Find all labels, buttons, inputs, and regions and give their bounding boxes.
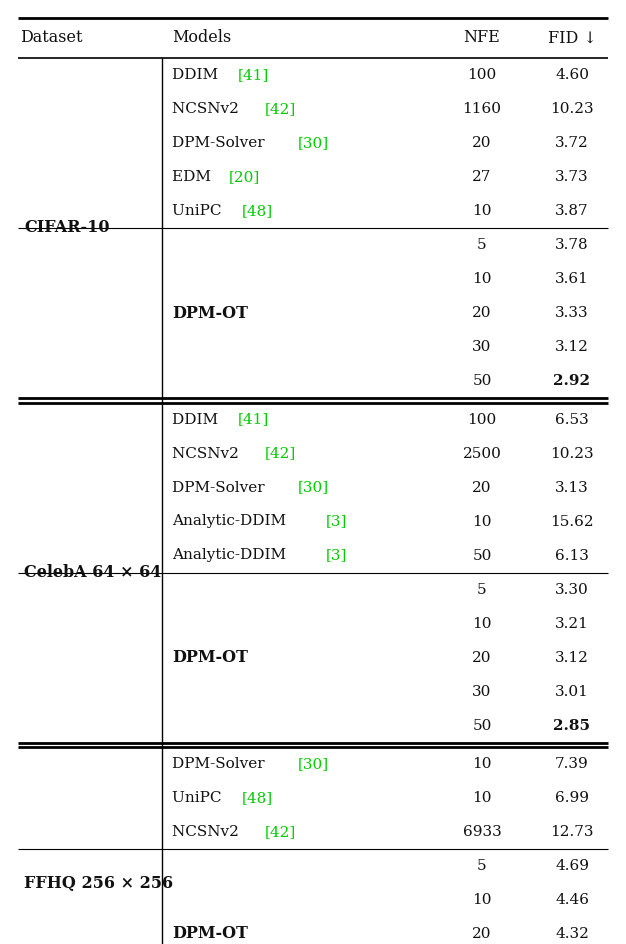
Text: 10: 10	[472, 757, 492, 771]
Text: 3.13: 3.13	[555, 480, 589, 495]
Text: 3.61: 3.61	[555, 272, 589, 286]
Text: 3.33: 3.33	[555, 306, 589, 320]
Text: 3.01: 3.01	[555, 684, 589, 699]
Text: [48]: [48]	[242, 204, 274, 218]
Text: 10.23: 10.23	[550, 102, 594, 116]
Text: 50: 50	[472, 718, 491, 733]
Text: [3]: [3]	[326, 548, 347, 563]
Text: 6933: 6933	[463, 825, 501, 839]
Text: 3.30: 3.30	[555, 582, 589, 597]
Text: [48]: [48]	[242, 791, 274, 805]
Text: 50: 50	[472, 548, 491, 563]
Text: [30]: [30]	[298, 480, 329, 495]
Text: 30: 30	[472, 684, 491, 699]
Text: 3.78: 3.78	[555, 238, 589, 252]
Text: 100: 100	[468, 413, 496, 427]
Text: 5: 5	[477, 582, 487, 597]
Text: FID ↓: FID ↓	[548, 29, 597, 46]
Text: 1160: 1160	[463, 102, 501, 116]
Text: 10.23: 10.23	[550, 447, 594, 461]
Text: [41]: [41]	[238, 413, 269, 427]
Text: Analytic-DDIM: Analytic-DDIM	[172, 514, 291, 529]
Text: 4.32: 4.32	[555, 927, 589, 941]
Text: 3.87: 3.87	[555, 204, 589, 218]
Text: Analytic-DDIM: Analytic-DDIM	[172, 548, 291, 563]
Text: NFE: NFE	[464, 29, 500, 46]
Text: DPM-OT: DPM-OT	[172, 649, 248, 666]
Text: DPM-Solver: DPM-Solver	[172, 480, 270, 495]
Text: [42]: [42]	[265, 102, 296, 116]
Text: DPM-OT: DPM-OT	[172, 305, 248, 322]
Text: [42]: [42]	[265, 447, 296, 461]
Text: [42]: [42]	[265, 825, 296, 839]
Text: 3.12: 3.12	[555, 340, 589, 354]
Text: 10: 10	[472, 791, 492, 805]
Text: CelebA 64 × 64: CelebA 64 × 64	[24, 564, 162, 581]
Text: FFHQ 256 × 256: FFHQ 256 × 256	[24, 874, 173, 891]
Text: DPM-Solver: DPM-Solver	[172, 136, 270, 150]
Text: NCSNv2: NCSNv2	[172, 447, 244, 461]
Text: 4.46: 4.46	[555, 893, 589, 907]
Text: 3.12: 3.12	[555, 650, 589, 665]
Text: 20: 20	[472, 927, 492, 941]
Text: 10: 10	[472, 616, 492, 631]
Text: NCSNv2: NCSNv2	[172, 825, 244, 839]
Text: 2.85: 2.85	[553, 718, 590, 733]
Text: Dataset: Dataset	[20, 29, 83, 46]
Text: UniPC: UniPC	[172, 204, 227, 218]
Text: 3.72: 3.72	[555, 136, 589, 150]
Text: 6.13: 6.13	[555, 548, 589, 563]
Text: Models: Models	[172, 29, 231, 46]
Text: 20: 20	[472, 136, 492, 150]
Text: 100: 100	[468, 68, 496, 82]
Text: EDM: EDM	[172, 170, 216, 184]
Text: [3]: [3]	[326, 514, 347, 529]
Text: 10: 10	[472, 204, 492, 218]
Text: [20]: [20]	[228, 170, 260, 184]
Text: 2500: 2500	[463, 447, 501, 461]
Text: 5: 5	[477, 859, 487, 873]
Text: 27: 27	[472, 170, 491, 184]
Text: 2.92: 2.92	[553, 374, 590, 388]
Text: [41]: [41]	[238, 68, 269, 82]
Text: 10: 10	[472, 893, 492, 907]
Text: 30: 30	[472, 340, 491, 354]
Text: 3.73: 3.73	[555, 170, 589, 184]
Text: DDIM: DDIM	[172, 413, 223, 427]
Text: UniPC: UniPC	[172, 791, 227, 805]
Text: 3.21: 3.21	[555, 616, 589, 631]
Text: 7.39: 7.39	[555, 757, 589, 771]
Text: CIFAR-10: CIFAR-10	[24, 220, 110, 237]
Text: [30]: [30]	[298, 757, 329, 771]
Text: 20: 20	[472, 306, 492, 320]
Text: 5: 5	[477, 238, 487, 252]
Text: DPM-Solver: DPM-Solver	[172, 757, 270, 771]
Text: NCSNv2: NCSNv2	[172, 102, 244, 116]
Text: 20: 20	[472, 480, 492, 495]
Text: 15.62: 15.62	[550, 514, 594, 529]
Text: [30]: [30]	[298, 136, 329, 150]
Text: 20: 20	[472, 650, 492, 665]
Text: 50: 50	[472, 374, 491, 388]
Text: DDIM: DDIM	[172, 68, 223, 82]
Text: 6.53: 6.53	[555, 413, 589, 427]
Text: DPM-OT: DPM-OT	[172, 925, 248, 942]
Text: 10: 10	[472, 514, 492, 529]
Text: 10: 10	[472, 272, 492, 286]
Text: 4.69: 4.69	[555, 859, 589, 873]
Text: 6.99: 6.99	[555, 791, 589, 805]
Text: 4.60: 4.60	[555, 68, 589, 82]
Text: 12.73: 12.73	[550, 825, 593, 839]
